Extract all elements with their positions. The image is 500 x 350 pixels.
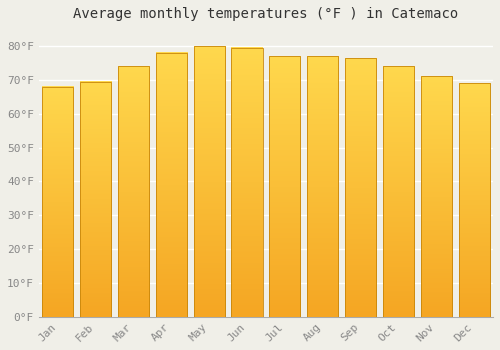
Title: Average monthly temperatures (°F ) in Catemaco: Average monthly temperatures (°F ) in Ca… [74, 7, 458, 21]
Bar [118, 66, 149, 317]
Bar [383, 66, 414, 317]
Bar [307, 56, 338, 317]
Bar [80, 82, 111, 317]
Bar [156, 53, 187, 317]
Bar [194, 46, 224, 317]
Bar [42, 86, 74, 317]
Bar [270, 56, 300, 317]
Bar [458, 83, 490, 317]
Bar [232, 48, 262, 317]
Bar [345, 58, 376, 317]
Bar [421, 76, 452, 317]
